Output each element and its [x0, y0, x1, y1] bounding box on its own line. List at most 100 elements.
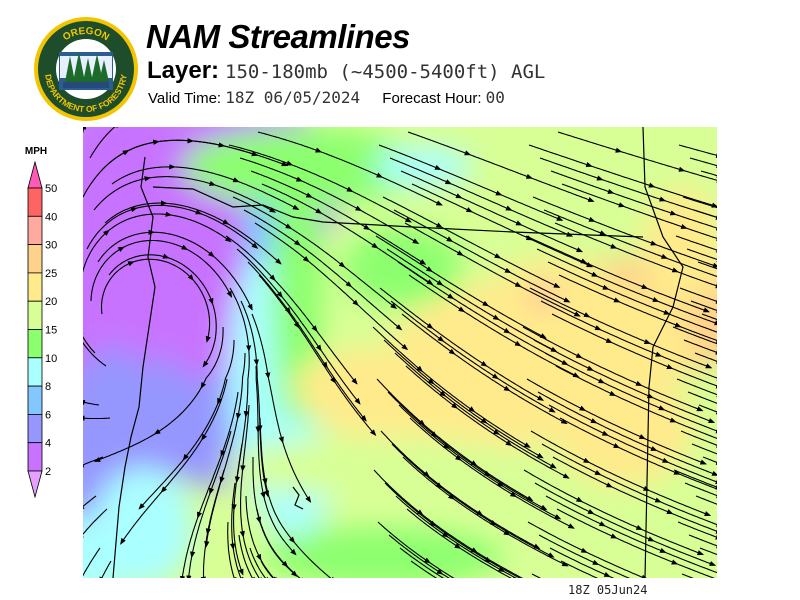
streamline-272: [680, 430, 717, 448]
streamline-279: [600, 474, 662, 503]
streamline-38: [461, 197, 523, 226]
streamline-340: [83, 547, 101, 578]
streamline-253: [83, 415, 111, 421]
streamline-130: [108, 253, 170, 276]
streamline-12: [352, 190, 412, 223]
streamline-212: [83, 334, 107, 367]
streamline-235: [387, 391, 438, 438]
streamline-0: [257, 131, 323, 153]
streamline-79: [604, 234, 669, 259]
streamline-218: [511, 444, 570, 479]
streamline-151: [529, 287, 591, 318]
streamline-166: [660, 355, 717, 381]
streamline-282: [83, 456, 104, 468]
streamline-143: [108, 211, 173, 231]
streamline-53: [561, 183, 626, 208]
streamline-23: [360, 210, 420, 244]
streamline-301: [229, 482, 236, 551]
streamline-225: [376, 378, 426, 426]
streamline-181: [200, 326, 224, 389]
streamline-15: [500, 194, 564, 221]
streamline-50: [411, 183, 473, 213]
streamline-202: [235, 353, 246, 420]
streamline-68: [682, 196, 717, 209]
streamline-252: [698, 404, 717, 415]
streamline-317: [604, 525, 667, 553]
streamline-208: [544, 352, 606, 384]
streamline-244: [239, 470, 245, 538]
streamline-307: [593, 513, 655, 542]
streamline-254: [259, 417, 268, 485]
streamline-18: [654, 186, 717, 208]
streamline-210: [663, 409, 717, 434]
legend-tick-label: 2: [45, 466, 51, 478]
streamline-3: [407, 131, 472, 156]
streamline-94: [225, 235, 276, 282]
streamline-316: [545, 495, 606, 527]
streamline-85: [254, 222, 310, 263]
streamline-206: [444, 395, 501, 435]
streamline-200: [683, 339, 717, 355]
streamline-65: [532, 196, 596, 222]
page-title: NAM Streamlines: [146, 18, 410, 55]
streamline-136: [408, 274, 466, 313]
streamline-342: [399, 547, 452, 578]
streamline-190: [672, 326, 717, 347]
streamline-265: [186, 556, 193, 578]
streamline-338: [597, 563, 630, 578]
streamline-144: [170, 214, 232, 243]
streamline-37: [400, 170, 463, 199]
streamline-287: [508, 534, 569, 567]
streamline-240: [656, 449, 717, 476]
streamline-198: [592, 369, 654, 399]
oregon-department-of-forestry-logo: OREGON DEPARTMENT OF FORESTRY: [34, 17, 138, 121]
streamline-2: [381, 176, 443, 206]
forecast-hour-value: 00: [485, 88, 505, 107]
streamline-201: [83, 328, 96, 354]
streamline-351: [681, 573, 694, 578]
streamline-341: [249, 547, 270, 578]
streamline-74: [350, 286, 403, 331]
wind-speed-legend: MPH 50 40 30 25 20 15 10 8 6 4 2: [25, 146, 57, 499]
streamline-294: [373, 469, 424, 516]
streamline-45: [174, 166, 240, 183]
streamline-326: [616, 537, 679, 565]
streamline-132: [202, 303, 217, 368]
streamline-99: [487, 305, 547, 339]
streamline-141: [680, 326, 717, 343]
streamline-345: [699, 547, 717, 558]
legend-bin-30-40: [27, 215, 43, 246]
streamline-182: [153, 387, 202, 435]
streamline-175: [454, 353, 511, 392]
streamline-41: [613, 192, 677, 216]
streamline-255: [265, 483, 296, 544]
speed-region-20-25: [293, 347, 453, 427]
legend-bin-6-8: [27, 385, 43, 415]
legend-bin-4-6: [27, 413, 43, 444]
streamline-90: [520, 286, 581, 317]
streamline-39: [521, 224, 584, 253]
streamline-126: [547, 261, 610, 290]
streamline-238: [537, 391, 598, 424]
legend-under-triangle: [27, 470, 43, 499]
valid-time-row: Valid Time: 18Z 06/05/2024 Forecast Hour…: [148, 88, 505, 107]
streamline-285: [402, 456, 455, 500]
streamline-305: [490, 561, 521, 578]
streamline-230: [644, 438, 707, 465]
streamline-17: [591, 165, 656, 188]
streamline-281: [691, 443, 717, 457]
streamline-245: [242, 536, 264, 578]
legend-over-triangle: [27, 160, 43, 189]
streamline-165: [600, 329, 663, 357]
streamline-261: [618, 447, 681, 475]
streamline-249: [548, 404, 609, 436]
streamline-117: [97, 229, 156, 263]
streamline-89: [462, 254, 522, 288]
legend-bin-40-50: [27, 187, 43, 217]
streamline-350: [531, 573, 542, 578]
legend-tick-label: 6: [45, 409, 51, 421]
streamline-156: [123, 239, 189, 251]
streamline-106: [200, 213, 259, 249]
streamline-263: [209, 430, 232, 495]
streamline-169: [133, 258, 194, 281]
